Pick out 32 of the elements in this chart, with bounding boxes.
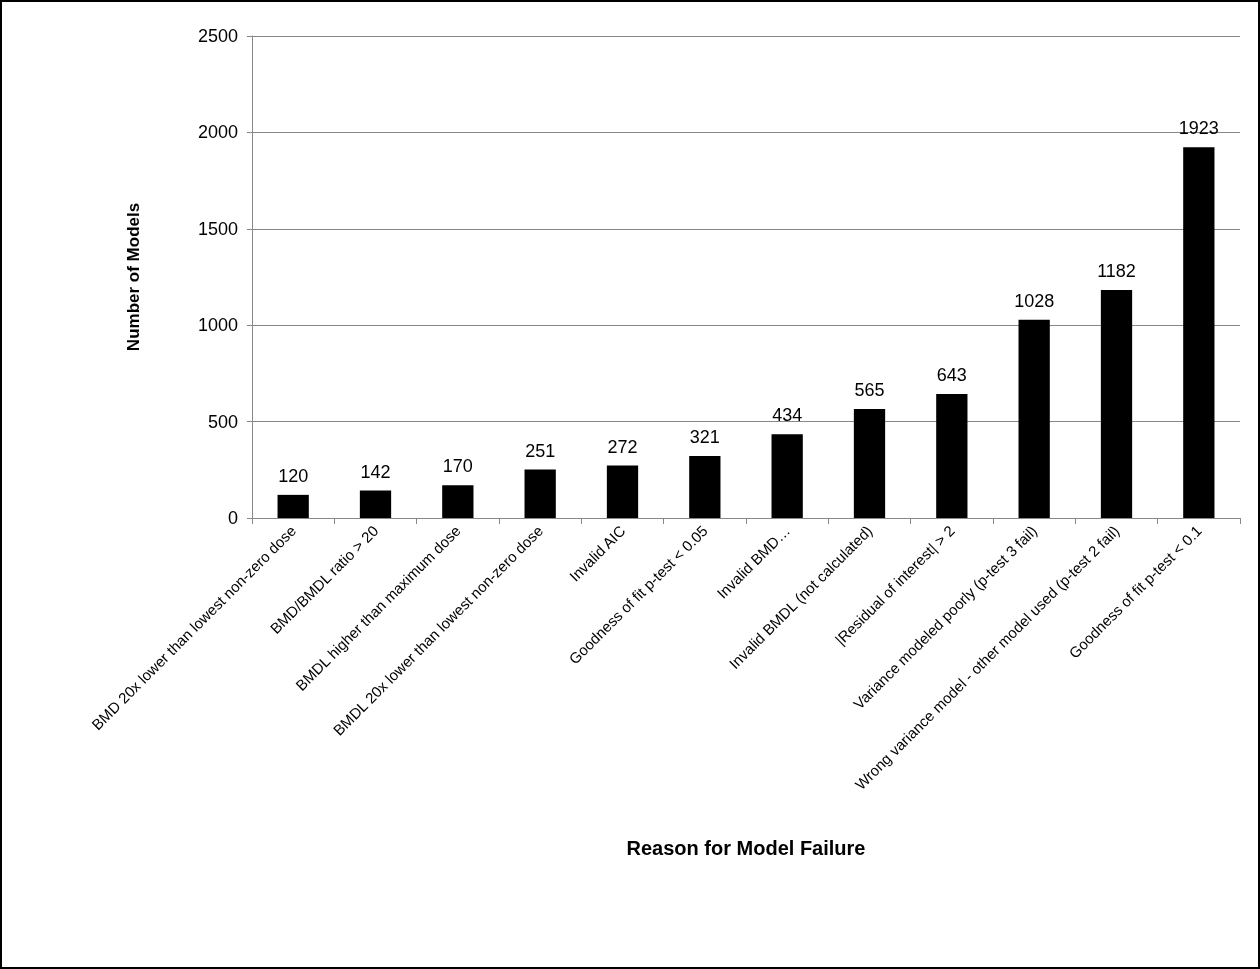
data-label: 120 xyxy=(278,465,309,486)
bar xyxy=(689,456,721,518)
data-label: 1028 xyxy=(1014,290,1055,311)
data-label: 434 xyxy=(772,405,803,426)
data-label: 1182 xyxy=(1097,261,1136,282)
y-tick-label: 1500 xyxy=(197,218,238,239)
y-tick-label: 500 xyxy=(207,411,238,432)
y-tick-label: 2000 xyxy=(197,122,238,143)
data-label: 251 xyxy=(525,440,556,461)
bar xyxy=(359,490,392,518)
data-label: 170 xyxy=(442,456,473,477)
data-label: 565 xyxy=(854,380,885,401)
bar xyxy=(524,469,556,518)
y-axis-title: Number of Models xyxy=(124,202,143,352)
bar xyxy=(606,465,639,518)
y-tick-label: 2500 xyxy=(197,26,238,46)
bar xyxy=(277,494,309,518)
bar xyxy=(1100,290,1133,518)
y-tick-label: 1000 xyxy=(197,315,238,336)
bar xyxy=(1018,319,1050,518)
y-tick-label: 0 xyxy=(227,508,238,528)
data-label: 142 xyxy=(360,461,391,482)
x-axis-title: Reason for Model Failure xyxy=(626,837,866,859)
data-label: 272 xyxy=(607,436,638,457)
data-label: 321 xyxy=(689,427,720,448)
bar xyxy=(771,434,803,518)
bar xyxy=(1183,147,1215,518)
bar xyxy=(442,485,474,518)
data-label: 1923 xyxy=(1178,118,1219,139)
data-label: 643 xyxy=(936,365,967,386)
bar xyxy=(853,409,886,518)
bar xyxy=(936,394,968,518)
